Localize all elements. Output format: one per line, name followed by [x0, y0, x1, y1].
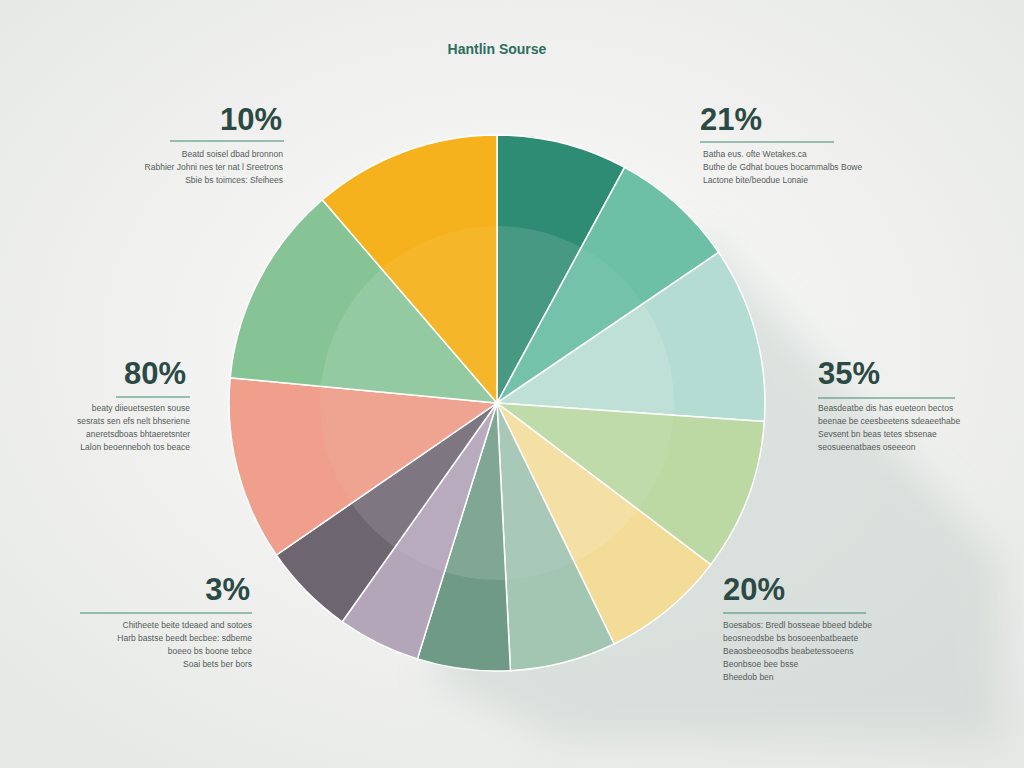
- slice: [497, 252, 765, 421]
- slice-facet: [382, 226, 497, 403]
- annotation-value: 80%: [124, 356, 186, 391]
- annotation-rule: [116, 396, 190, 397]
- background: [0, 0, 1024, 768]
- slice-facet: [320, 386, 497, 503]
- annotation-text: Beonbsoe bee bsse: [723, 659, 798, 669]
- slice-facet: [497, 403, 638, 562]
- annotation-text: Sevsent bn beas tetes sbsenae: [818, 429, 937, 439]
- annotation: 20% Boesabos: Bredl bosseae bbeed bdebe be…: [723, 572, 872, 682]
- annotation-value: 20%: [723, 572, 785, 607]
- annotation-text: Bheedob ben: [723, 672, 774, 682]
- annotation-text: Beaosbeeosodbs beabetessoeens: [723, 646, 853, 656]
- annotation-text: Batha eus. ofte Wetakes.ca: [703, 149, 807, 159]
- annotation-rule: [818, 397, 955, 398]
- annotation-text: beenae be ceesbeetens sdeaeethabe: [818, 416, 961, 426]
- title: Hantlin Sourse: [448, 41, 547, 57]
- annotation-rule: [170, 140, 284, 141]
- annotations: 10% Beatd soisel dbad bronnon Rabhier John…: [77, 102, 960, 682]
- annotation-text: Sbie bs toimces: Sfeihees: [185, 175, 283, 185]
- slice-facet: [497, 304, 674, 416]
- annotation-text: Beatd soisel dbad bronnon: [182, 149, 283, 159]
- slice-facet: [497, 247, 643, 403]
- annotation: 10% Beatd soisel dbad bronnon Rabhier John…: [145, 102, 284, 185]
- annotation: 21% Batha eus. ofte Wetakes.ca Buthe de Gd…: [700, 102, 863, 185]
- annotation-text: Soai bets ber bors: [183, 659, 252, 669]
- annotation-text: Rabhier Johni nes ter nat l Sreetrons: [145, 162, 283, 172]
- annotation-value: 3%: [205, 572, 250, 607]
- annotation: 80% beaty diieuetsesten souse sesrats sen …: [77, 356, 190, 452]
- annotation: 35% Beasdeatbe dis has eueteon bectos been…: [818, 356, 961, 452]
- slice-facet: [395, 403, 497, 572]
- annotation-value: 10%: [220, 102, 282, 137]
- slice-facet: [444, 403, 505, 580]
- annotation-text: beosneodsbe bs bosoeenbatbeaete: [723, 633, 858, 643]
- annotation: 3% Chitheete beite tdeaed and sotoes Harb …: [80, 572, 252, 669]
- slice-facet: [321, 269, 497, 403]
- annotation-value: 21%: [700, 102, 762, 137]
- annotation-value: 35%: [818, 356, 880, 391]
- slice-facet: [497, 226, 581, 403]
- annotation-text: Chitheete beite tdeaed and sotoes: [123, 620, 253, 630]
- annotation-text: sesrats sen efs nelt bhseriene: [77, 416, 190, 426]
- chart: Hantlin Sourse 10% Beatd soisel dbad bronn…: [0, 0, 1024, 768]
- annotation-rule: [723, 612, 866, 613]
- annotation-text: Harb bastse beedt becbee: sdbeme: [117, 633, 252, 643]
- annotation-rule: [700, 141, 834, 142]
- annotation-text: Boesabos: Bredl bosseae bbeed bdebe: [723, 620, 872, 630]
- slice-facet: [351, 403, 497, 547]
- slice: [497, 403, 614, 671]
- annotation-text: aneretsdboas bhtaeretsnter: [86, 429, 190, 439]
- annotation-text: Lalon beoenneboh tos beace: [80, 442, 190, 452]
- annotation-text: boeeo bs boone tebce: [168, 646, 252, 656]
- annotation-text: Buthe de Gdhat boues bocammalbs Bowe: [703, 162, 863, 172]
- pie: [229, 135, 765, 671]
- annotation-text: Beasdeatbe dis has eueteon bectos: [818, 403, 953, 413]
- slice-facet: [497, 403, 673, 510]
- slice: [322, 135, 497, 403]
- annotation-text: Lactone bite/beodue Lonaie: [703, 175, 808, 185]
- annotation-text: seosueenatbaes oseeeon: [818, 442, 916, 452]
- slice: [229, 378, 497, 555]
- annotation-text: beaty diieuetsesten souse: [92, 403, 191, 413]
- annotation-rule: [80, 612, 252, 613]
- slice-facet: [497, 403, 574, 580]
